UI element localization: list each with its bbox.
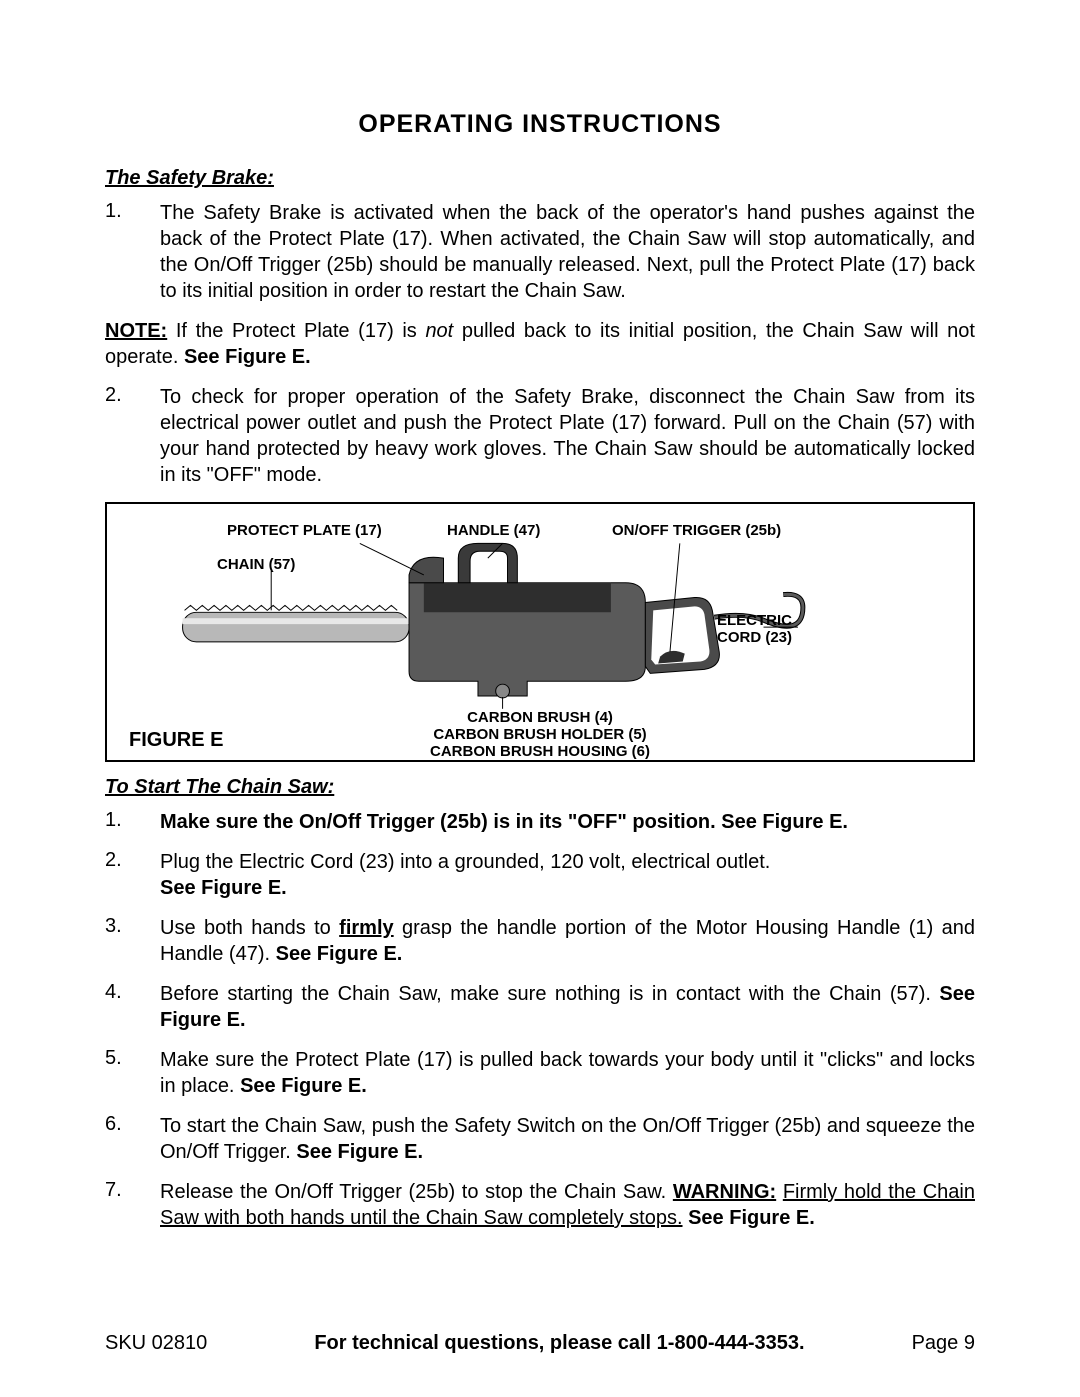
figure-caption: FIGURE E bbox=[129, 729, 223, 752]
footer-tech: For technical questions, please call 1-8… bbox=[314, 1332, 804, 1355]
footer-sku: SKU 02810 bbox=[105, 1332, 207, 1355]
label-chain: CHAIN (57) bbox=[217, 556, 295, 573]
page-content: OPERATING INSTRUCTIONS The Safety Brake:… bbox=[0, 0, 1080, 1285]
list-text: Make sure the Protect Plate (17) is pull… bbox=[160, 1047, 975, 1099]
list-item: 2.Plug the Electric Cord (23) into a gro… bbox=[105, 849, 975, 901]
label-carbon-holder: CARBON BRUSH HOLDER (5) bbox=[107, 726, 973, 743]
label-carbon-brush: CARBON BRUSH (4) bbox=[107, 709, 973, 726]
start-heading: To Start The Chain Saw: bbox=[105, 776, 975, 799]
list-item: 7.Release the On/Off Trigger (25b) to st… bbox=[105, 1179, 975, 1231]
label-trigger: ON/OFF TRIGGER (25b) bbox=[612, 522, 781, 539]
note-block: NOTE: If the Protect Plate (17) is not p… bbox=[105, 318, 975, 370]
list-text: Plug the Electric Cord (23) into a groun… bbox=[160, 849, 975, 901]
list-number: 1. bbox=[105, 809, 160, 835]
page-footer: SKU 02810 For technical questions, pleas… bbox=[105, 1332, 975, 1355]
footer-page: Page 9 bbox=[912, 1332, 975, 1355]
start-list: 1.Make sure the On/Off Trigger (25b) is … bbox=[105, 809, 975, 1231]
list-text: To check for proper operation of the Saf… bbox=[160, 384, 975, 488]
list-number: 2. bbox=[105, 849, 160, 901]
list-number: 6. bbox=[105, 1113, 160, 1165]
note-see-figure: See Figure E. bbox=[184, 346, 311, 368]
list-text: Make sure the On/Off Trigger (25b) is in… bbox=[160, 809, 975, 835]
list-item: 4.Before starting the Chain Saw, make su… bbox=[105, 981, 975, 1033]
safety-item-1: 1. The Safety Brake is activated when th… bbox=[105, 200, 975, 304]
list-item: 1.Make sure the On/Off Trigger (25b) is … bbox=[105, 809, 975, 835]
label-handle: HANDLE (47) bbox=[447, 522, 540, 539]
list-number: 1. bbox=[105, 200, 160, 304]
list-text: Release the On/Off Trigger (25b) to stop… bbox=[160, 1179, 975, 1231]
list-item: 3.Use both hands to firmly grasp the han… bbox=[105, 915, 975, 967]
safety-brake-heading: The Safety Brake: bbox=[105, 167, 975, 190]
list-item: 5.Make sure the Protect Plate (17) is pu… bbox=[105, 1047, 975, 1099]
figure-e-box: PROTECT PLATE (17) HANDLE (47) ON/OFF TR… bbox=[105, 502, 975, 762]
safety-item-2: 2. To check for proper operation of the … bbox=[105, 384, 975, 488]
list-text: The Safety Brake is activated when the b… bbox=[160, 200, 975, 304]
list-item: 6.To start the Chain Saw, push the Safet… bbox=[105, 1113, 975, 1165]
label-carbon-housing: CARBON BRUSH HOUSING (6) bbox=[107, 743, 973, 760]
list-number: 7. bbox=[105, 1179, 160, 1231]
list-text: Before starting the Chain Saw, make sure… bbox=[160, 981, 975, 1033]
label-electric-cord: ELECTRIC CORD (23) bbox=[717, 612, 792, 647]
label-protect-plate: PROTECT PLATE (17) bbox=[227, 522, 382, 539]
note-text-pre: If the Protect Plate (17) is bbox=[167, 320, 425, 342]
list-number: 5. bbox=[105, 1047, 160, 1099]
list-text: Use both hands to firmly grasp the handl… bbox=[160, 915, 975, 967]
list-number: 2. bbox=[105, 384, 160, 488]
list-number: 4. bbox=[105, 981, 160, 1033]
list-number: 3. bbox=[105, 915, 160, 967]
note-label: NOTE: bbox=[105, 320, 167, 342]
list-text: To start the Chain Saw, push the Safety … bbox=[160, 1113, 975, 1165]
page-title: OPERATING INSTRUCTIONS bbox=[105, 110, 975, 139]
note-not: not bbox=[425, 320, 453, 342]
